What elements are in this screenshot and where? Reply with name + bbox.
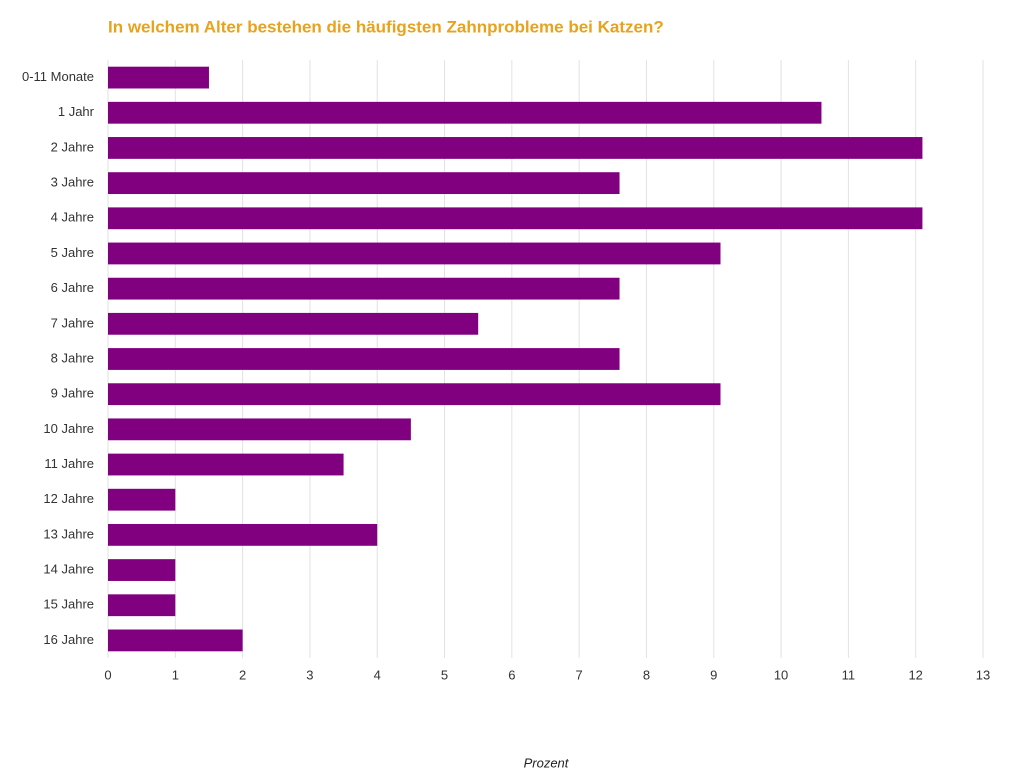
- x-tick-label: 8: [643, 667, 650, 682]
- y-tick-label: 16 Jahre: [43, 632, 94, 647]
- bar: [108, 453, 344, 476]
- bar: [108, 383, 721, 406]
- bar: [108, 488, 176, 511]
- x-tick-label: 1: [172, 667, 179, 682]
- x-tick-label: 5: [441, 667, 448, 682]
- bar: [108, 207, 923, 230]
- y-tick-label: 9 Jahre: [51, 386, 94, 401]
- x-tick-label: 4: [374, 667, 381, 682]
- bar: [108, 348, 620, 370]
- x-tick-label: 11: [842, 667, 856, 682]
- y-tick-label: 4 Jahre: [51, 210, 94, 225]
- y-tick-label: 15 Jahre: [43, 597, 94, 612]
- bar: [108, 277, 620, 300]
- bar: [108, 594, 176, 617]
- x-tick-label: 3: [306, 667, 313, 682]
- y-tick-label: 14 Jahre: [43, 561, 94, 576]
- x-tick-label: 12: [908, 667, 922, 682]
- bar: [108, 523, 378, 546]
- bar: [108, 172, 620, 195]
- y-tick-label: 0-11 Monate: [22, 69, 94, 84]
- y-tick-label: 7 Jahre: [51, 315, 94, 330]
- y-tick-label: 12 Jahre: [43, 491, 94, 506]
- bar: [108, 312, 479, 335]
- bar: [108, 242, 721, 265]
- y-tick-label: 3 Jahre: [51, 175, 94, 190]
- y-tick-label: 13 Jahre: [43, 526, 94, 541]
- bar: [108, 418, 411, 441]
- bar: [108, 629, 243, 652]
- y-tick-label: 8 Jahre: [51, 350, 94, 365]
- x-tick-label: 13: [976, 667, 990, 682]
- chart-title: In welchem Alter bestehen die häufigsten…: [108, 17, 664, 36]
- x-tick-label: 7: [576, 667, 583, 682]
- x-axis-label: Prozent: [524, 755, 570, 770]
- x-tick-label: 2: [239, 667, 246, 682]
- y-tick-label: 2 Jahre: [51, 139, 94, 154]
- x-tick-label: 10: [774, 667, 788, 682]
- bar: [108, 101, 822, 124]
- bar: [108, 137, 923, 159]
- bar: [108, 66, 209, 89]
- y-tick-label: 5 Jahre: [51, 245, 94, 260]
- y-tick-label: 10 Jahre: [43, 421, 94, 436]
- y-tick-label: 6 Jahre: [51, 280, 94, 295]
- y-tick-label: 11 Jahre: [44, 456, 94, 471]
- x-tick-label: 0: [104, 667, 111, 682]
- bar: [108, 559, 176, 581]
- x-tick-label: 6: [508, 667, 515, 682]
- x-tick-label: 9: [710, 667, 717, 682]
- y-tick-label: 1 Jahr: [58, 104, 95, 119]
